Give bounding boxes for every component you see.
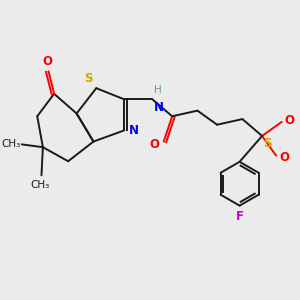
- Text: F: F: [236, 210, 244, 223]
- Text: S: S: [84, 72, 93, 85]
- Text: CH₃: CH₃: [1, 140, 20, 149]
- Text: N: N: [154, 101, 164, 114]
- Text: O: O: [279, 151, 289, 164]
- Text: S: S: [263, 137, 272, 150]
- Text: N: N: [129, 124, 139, 137]
- Text: CH₃: CH₃: [30, 179, 50, 190]
- Text: H: H: [154, 85, 162, 95]
- Text: O: O: [149, 138, 160, 151]
- Text: O: O: [285, 114, 295, 127]
- Text: O: O: [42, 55, 52, 68]
